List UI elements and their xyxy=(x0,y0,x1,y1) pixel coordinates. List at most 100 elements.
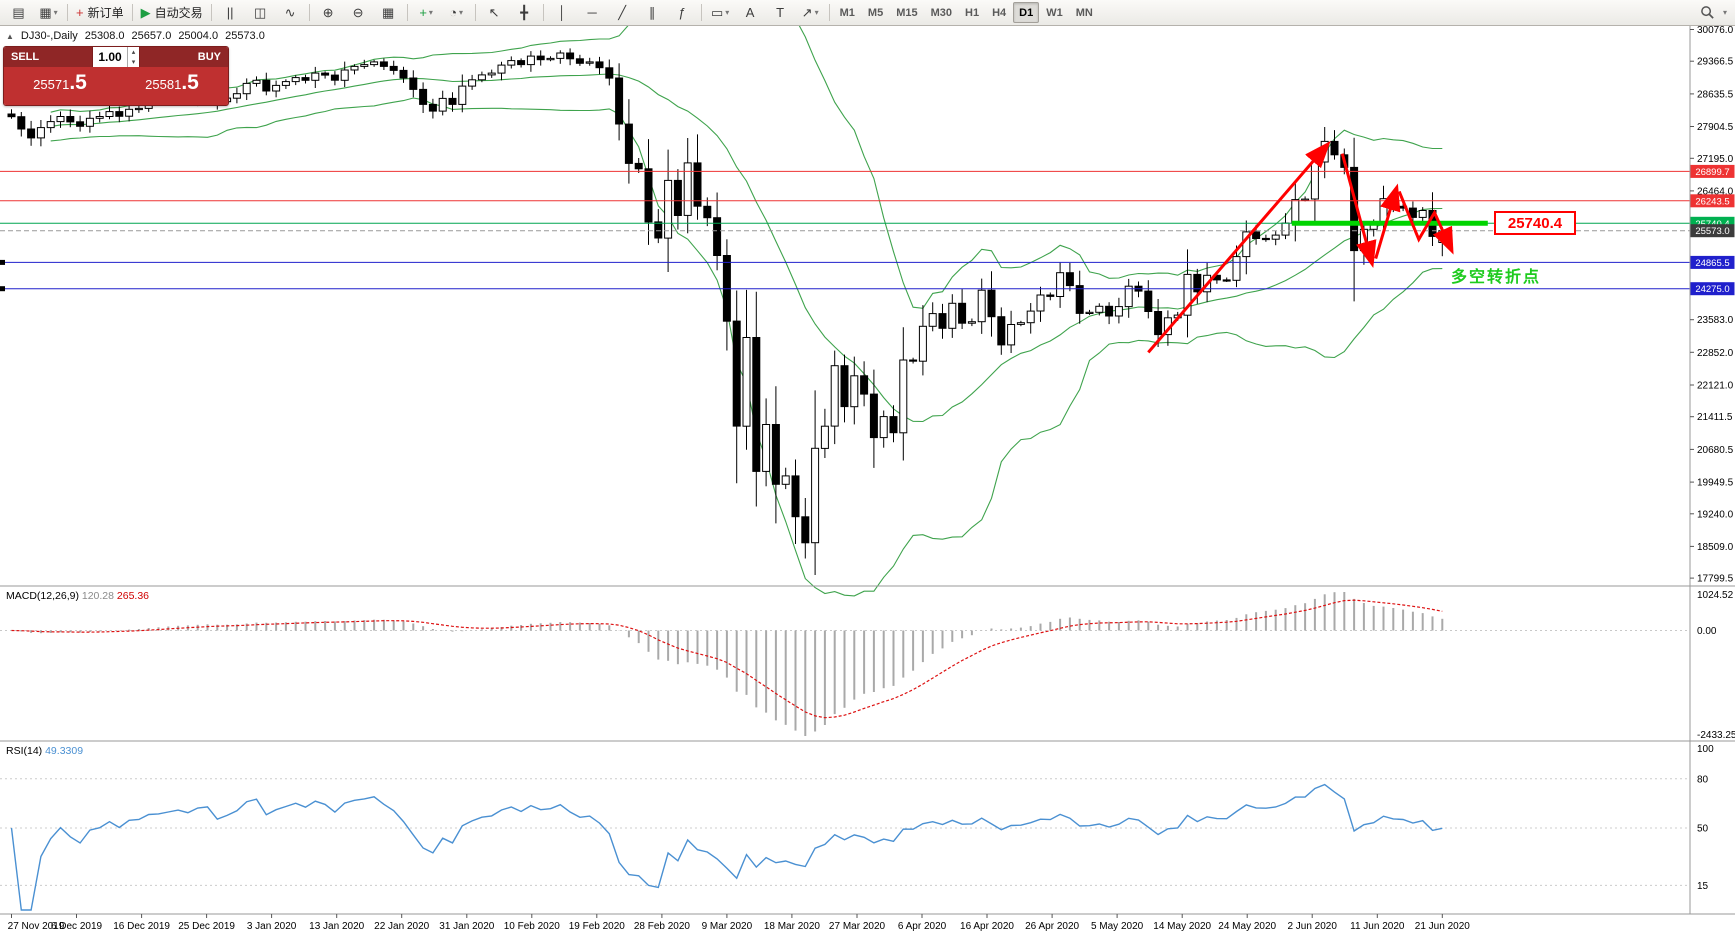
autotrading-button[interactable]: ▶ 自动交易 xyxy=(137,1,207,24)
rsi-axis[interactable]: 100 80 50 15 xyxy=(1697,744,1714,892)
crosshair-button[interactable]: ╋ xyxy=(510,1,539,24)
fibonacci-icon: ƒ xyxy=(678,5,686,20)
svg-text:18509.0: 18509.0 xyxy=(1697,542,1734,553)
svg-text:6 Dec 2019: 6 Dec 2019 xyxy=(51,921,103,932)
zoom-in-button[interactable]: ⊕ xyxy=(314,1,343,24)
chart-info-line: ▲ DJ30-,Daily 25308.0 25657.0 25004.0 25… xyxy=(6,30,265,42)
add-indicator-dropdown-icon[interactable]: ▾ xyxy=(428,8,433,17)
cursor-icon: ↖ xyxy=(488,5,500,20)
svg-text:25573.0: 25573.0 xyxy=(1695,226,1729,237)
collapse-one-click-icon[interactable]: ▲ xyxy=(6,31,14,41)
text-label-icon: T xyxy=(776,5,785,20)
one-click-trading-panel: SELL 1.00 ▴ ▾ BUY 25571.5 25581.5 xyxy=(3,46,229,106)
periods-button[interactable]: ◔ ▾ xyxy=(442,1,471,24)
candlestick-series xyxy=(7,48,1447,575)
volume-value[interactable]: 1.00 xyxy=(98,50,122,64)
trendline-icon: ╱ xyxy=(618,5,627,20)
line-chart-mode-button[interactable]: ∿ xyxy=(276,1,305,24)
candle-chart-mode-icon: ◫ xyxy=(253,5,267,20)
equidistant-channel-button[interactable]: ∥ xyxy=(638,1,667,24)
annotation-text[interactable]: 多空转折点 xyxy=(1451,267,1541,286)
cursor-button[interactable]: ↖ xyxy=(480,1,509,24)
volume-up-icon[interactable]: ▴ xyxy=(131,48,136,56)
vertical-line-icon: │ xyxy=(558,5,567,20)
shapes-button[interactable]: ▭ ▾ xyxy=(706,1,735,24)
timeframe-d1-button[interactable]: D1 xyxy=(1013,2,1040,23)
bar-chart-mode-button[interactable]: || xyxy=(216,1,245,24)
svg-text:18 Mar 2020: 18 Mar 2020 xyxy=(764,921,821,932)
profiles-button[interactable]: ▦ ▾ xyxy=(34,1,63,24)
macd-histogram xyxy=(20,592,1444,736)
trendline-button[interactable]: ╱ xyxy=(608,1,637,24)
volume-down-icon[interactable]: ▾ xyxy=(131,58,136,66)
trend-arrow-4[interactable] xyxy=(1397,190,1454,255)
buy-header[interactable]: BUY xyxy=(140,47,228,67)
open-value: 25308.0 xyxy=(84,30,125,42)
tile-windows-button[interactable]: ▦ xyxy=(374,1,403,24)
svg-text:10 Feb 2020: 10 Feb 2020 xyxy=(504,921,561,932)
toolbar-divider xyxy=(828,4,830,21)
fibonacci-button[interactable]: ƒ xyxy=(668,1,697,24)
new-order-button[interactable]: + 新订单 xyxy=(72,1,128,24)
candle-chart-mode-button[interactable]: ◫ xyxy=(246,1,275,24)
bar-chart-mode-icon: || xyxy=(226,5,234,20)
arrows-tool-dropdown-icon[interactable]: ▾ xyxy=(814,8,819,17)
timeframe-m1-button[interactable]: M1 xyxy=(839,6,855,19)
sell-header[interactable]: SELL xyxy=(4,47,92,67)
price-tags: 26899.726243.525740.425573.024865.524275… xyxy=(1690,164,1735,296)
svg-text:2 Jun 2020: 2 Jun 2020 xyxy=(1287,921,1337,932)
search-icon[interactable] xyxy=(1700,5,1715,20)
svg-text:24275.0: 24275.0 xyxy=(1695,284,1729,295)
trend-arrow-1[interactable] xyxy=(1147,140,1331,354)
trend-arrow-2[interactable] xyxy=(1340,153,1377,268)
timeframe-w1-button[interactable]: W1 xyxy=(1046,6,1063,19)
timeframe-h1-button[interactable]: H1 xyxy=(965,6,980,19)
buy-button[interactable]: 25581.5 xyxy=(116,67,228,105)
text-tool-button[interactable]: A xyxy=(736,1,765,24)
support-line-upper[interactable] xyxy=(0,259,1690,265)
toolbar-right-group: ▾ xyxy=(1700,5,1727,20)
sell-button[interactable]: 25571.5 xyxy=(4,67,116,105)
tile-windows-icon: ▦ xyxy=(381,5,395,20)
zoom-in-icon: ⊕ xyxy=(322,5,334,20)
svg-text:1024.52: 1024.52 xyxy=(1697,590,1734,601)
svg-text:6 Apr 2020: 6 Apr 2020 xyxy=(898,921,947,932)
svg-text:24865.5: 24865.5 xyxy=(1695,258,1729,269)
toolbar-divider xyxy=(474,4,476,21)
volume-field[interactable]: 1.00 ▴ ▾ xyxy=(92,47,140,67)
timeframe-h4-button[interactable]: H4 xyxy=(992,6,1007,19)
new-chart-button[interactable]: ▤ xyxy=(4,1,33,24)
vertical-line-button[interactable]: │ xyxy=(548,1,577,24)
zoom-out-button[interactable]: ⊖ xyxy=(344,1,373,24)
support-line-lower[interactable] xyxy=(0,286,1690,292)
shapes-dropdown-icon[interactable]: ▾ xyxy=(725,8,730,17)
arrows-tool-button[interactable]: ↗ ▾ xyxy=(796,1,825,24)
text-label-button[interactable]: T xyxy=(766,1,795,24)
timeframe-mn-button[interactable]: MN xyxy=(1075,6,1093,19)
svg-text:22 Jan 2020: 22 Jan 2020 xyxy=(374,921,429,932)
svg-text:26464.0: 26464.0 xyxy=(1697,186,1734,197)
timeframe-m5-button[interactable]: M5 xyxy=(867,6,884,19)
price-label-box[interactable]: 25740.4 xyxy=(1494,211,1576,235)
toolbar-more-icon[interactable]: ▾ xyxy=(1722,8,1727,17)
svg-text:5 May 2020: 5 May 2020 xyxy=(1091,921,1144,932)
trend-arrow-3[interactable] xyxy=(1374,183,1401,260)
svg-text:20680.5: 20680.5 xyxy=(1697,445,1734,456)
line-chart-mode-icon: ∿ xyxy=(284,5,296,20)
new-chart-icon: ▤ xyxy=(12,5,25,20)
macd-axis[interactable]: 1024.52 0.00 -2433.25 xyxy=(1697,590,1735,741)
svg-text:23583.0: 23583.0 xyxy=(1697,315,1734,326)
svg-text:16 Dec 2019: 16 Dec 2019 xyxy=(113,921,170,932)
price-axis[interactable]: 30076.0 29366.5 28635.5 27904.5 27195.0 26464… xyxy=(1690,25,1734,585)
horizontal-line-button[interactable]: ─ xyxy=(578,1,607,24)
add-indicator-button[interactable]: + ▾ xyxy=(412,1,441,24)
profiles-dropdown-icon[interactable]: ▾ xyxy=(53,8,58,17)
svg-text:21411.5: 21411.5 xyxy=(1697,412,1733,423)
toolbar-divider xyxy=(542,4,544,21)
periods-dropdown-icon[interactable]: ▾ xyxy=(459,8,464,17)
timeframe-m15-button[interactable]: M15 xyxy=(896,6,918,19)
timeframe-m30-button[interactable]: M30 xyxy=(930,6,952,19)
